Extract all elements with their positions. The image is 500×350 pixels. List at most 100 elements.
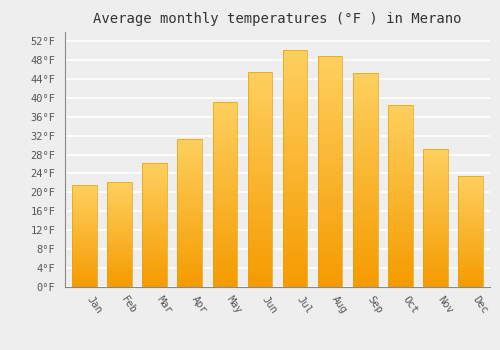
Bar	[283, 88, 308, 93]
Bar	[142, 166, 167, 168]
Bar	[283, 202, 308, 206]
Bar	[318, 259, 342, 264]
Bar	[248, 248, 272, 253]
Bar	[248, 231, 272, 235]
Bar	[353, 141, 378, 146]
Bar	[178, 166, 202, 168]
Bar	[107, 226, 132, 228]
Bar	[353, 244, 378, 248]
Bar	[424, 254, 448, 257]
Bar	[72, 246, 96, 248]
Bar	[318, 213, 342, 218]
Bar	[178, 210, 202, 213]
Bar	[142, 262, 167, 265]
Bar	[458, 229, 483, 231]
Bar	[142, 275, 167, 277]
Bar	[318, 241, 342, 245]
Bar	[107, 182, 132, 287]
Bar	[458, 207, 483, 209]
Bar	[388, 134, 412, 138]
Bar	[72, 262, 96, 265]
Bar	[458, 269, 483, 272]
Bar	[388, 199, 412, 203]
Bar	[388, 116, 412, 119]
Bar	[248, 72, 272, 76]
Bar	[424, 174, 448, 177]
Bar	[107, 207, 132, 209]
Bar	[283, 50, 308, 287]
Bar	[178, 142, 202, 145]
Bar	[458, 231, 483, 234]
Bar	[142, 208, 167, 210]
Bar	[142, 260, 167, 262]
Bar	[388, 119, 412, 123]
Bar	[424, 199, 448, 202]
Bar	[212, 209, 237, 213]
Bar	[178, 240, 202, 243]
Bar	[248, 132, 272, 136]
Bar	[283, 164, 308, 169]
Bar	[142, 265, 167, 267]
Bar	[424, 240, 448, 243]
Bar	[283, 259, 308, 263]
Bar	[458, 260, 483, 262]
Bar	[72, 238, 96, 240]
Bar	[178, 246, 202, 248]
Bar	[248, 141, 272, 145]
Bar	[283, 263, 308, 268]
Bar	[388, 160, 412, 163]
Bar	[72, 208, 96, 210]
Bar	[458, 216, 483, 218]
Bar	[178, 160, 202, 163]
Bar	[353, 197, 378, 201]
Bar	[388, 240, 412, 243]
Bar	[424, 152, 448, 155]
Bar	[212, 120, 237, 124]
Bar	[142, 173, 167, 175]
Bar	[424, 232, 448, 235]
Bar	[283, 65, 308, 69]
Bar	[142, 267, 167, 270]
Bar	[212, 231, 237, 235]
Bar	[142, 250, 167, 252]
Bar	[107, 249, 132, 251]
Bar	[107, 270, 132, 272]
Bar	[107, 232, 132, 234]
Bar	[318, 176, 342, 181]
Bar	[353, 167, 378, 171]
Bar	[318, 116, 342, 121]
Bar	[283, 188, 308, 193]
Bar	[212, 102, 237, 287]
Bar	[72, 189, 96, 191]
Bar	[458, 256, 483, 258]
Bar	[107, 279, 132, 281]
Bar	[107, 228, 132, 230]
Bar	[178, 154, 202, 157]
Bar	[353, 146, 378, 150]
Bar	[178, 257, 202, 260]
Bar	[458, 274, 483, 276]
Bar	[424, 166, 448, 169]
Bar	[248, 270, 272, 274]
Bar	[458, 247, 483, 249]
Bar	[178, 163, 202, 166]
Bar	[212, 113, 237, 116]
Bar	[212, 246, 237, 250]
Bar	[178, 222, 202, 225]
Bar	[318, 125, 342, 130]
Bar	[248, 197, 272, 201]
Bar	[424, 262, 448, 265]
Bar	[178, 139, 202, 142]
Bar	[212, 109, 237, 113]
Bar	[424, 169, 448, 172]
Bar	[458, 249, 483, 251]
Bar	[353, 257, 378, 261]
Bar	[388, 145, 412, 148]
Bar	[353, 253, 378, 257]
Bar	[142, 255, 167, 257]
Bar	[178, 281, 202, 284]
Bar	[142, 163, 167, 166]
Bar	[107, 197, 132, 199]
Bar	[212, 176, 237, 180]
Bar	[142, 183, 167, 186]
